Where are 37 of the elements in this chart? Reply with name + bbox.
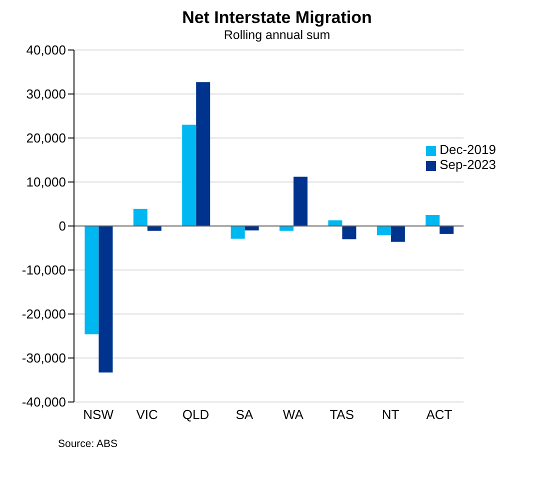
- bar: [98, 226, 113, 373]
- x-tick-label: QLD: [182, 407, 210, 422]
- bar: [376, 226, 391, 236]
- bar: [390, 226, 405, 242]
- x-tick-label: TAS: [330, 407, 354, 422]
- bar: [196, 82, 210, 226]
- y-tick-label: -10,000: [22, 262, 66, 278]
- y-tick-label: 30,000: [26, 86, 66, 102]
- x-tick-label: SA: [236, 407, 254, 422]
- bar: [280, 226, 294, 231]
- bar: [133, 208, 148, 226]
- bar: [244, 226, 259, 230]
- y-tick-label: 40,000: [26, 42, 66, 58]
- bar: [84, 226, 99, 334]
- bar: [230, 226, 245, 239]
- x-tick-label: NT: [382, 407, 400, 422]
- x-tick-label: ACT: [426, 407, 452, 422]
- y-tick-label: 10,000: [26, 174, 66, 190]
- y-tick-label: -30,000: [22, 350, 66, 366]
- bar: [182, 124, 196, 226]
- chart-subtitle: Rolling annual sum: [222, 28, 332, 42]
- legend-label: Sep-2023: [440, 157, 496, 172]
- x-tick-label: NSW: [83, 407, 114, 422]
- bar: [440, 226, 454, 234]
- chart-title: Net Interstate Migration: [181, 8, 373, 28]
- bar: [426, 215, 440, 226]
- x-tick-label: WA: [282, 407, 304, 422]
- source-note: Source: ABS: [58, 438, 119, 450]
- legend-label: Dec-2019: [440, 142, 496, 157]
- bar: [147, 226, 162, 231]
- y-tick-label: 0: [58, 218, 66, 234]
- bar: [342, 226, 356, 240]
- y-tick-label: -20,000: [22, 306, 66, 322]
- y-tick-label: 20,000: [26, 130, 66, 146]
- bar: [294, 176, 308, 226]
- x-tick-label: VIC: [136, 407, 158, 422]
- y-tick-label: -40,000: [22, 394, 66, 410]
